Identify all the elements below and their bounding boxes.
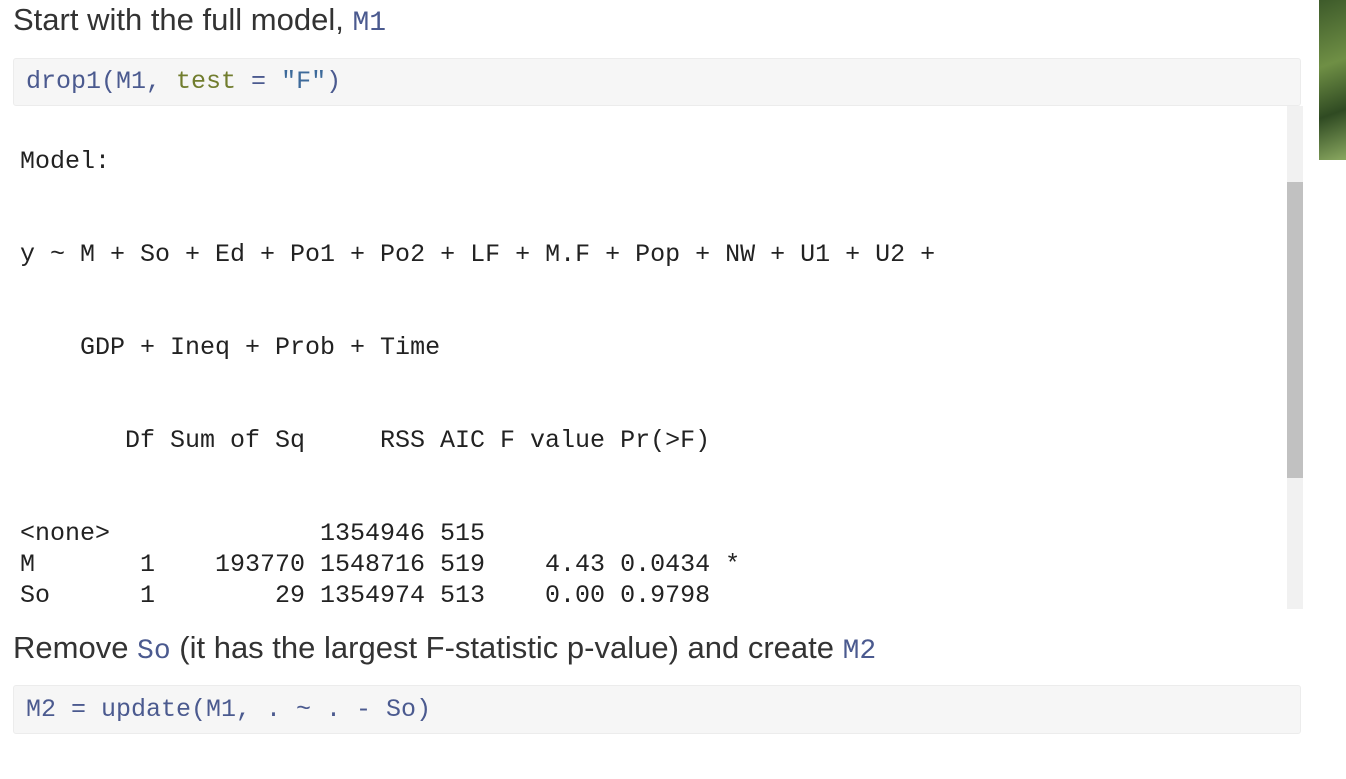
table-row: <none> 1354946 515 [20, 518, 935, 549]
cell: 1 [140, 581, 156, 609]
paragraph-text: Remove [13, 630, 138, 665]
row-label: So [20, 581, 51, 609]
cell: 29 [275, 581, 306, 609]
side-image [1319, 0, 1346, 160]
inline-code: M1 [352, 8, 387, 39]
cell: 519 [440, 550, 486, 579]
cell: 513 [440, 581, 486, 609]
cell: 193770 [215, 550, 306, 579]
table-row: So 1 29 1354974 513 0.00 0.9798 [20, 580, 935, 609]
cell [155, 518, 305, 549]
cell: 1354974 [320, 581, 426, 609]
cell: * [725, 550, 741, 579]
output-text: Model: y ~ M + So + Ed + Po1 + Po2 + LF … [20, 106, 935, 609]
code-token: ) [326, 67, 342, 96]
paragraph: Remove So (it has the largest F-statisti… [13, 628, 876, 672]
inline-code: M2 [842, 636, 877, 667]
heading: Start with the full model, M1 [13, 0, 386, 44]
col-header: AIC [440, 426, 486, 455]
scrollbar-thumb[interactable] [1287, 182, 1303, 478]
col-header: Df [125, 426, 156, 455]
code-block: drop1(M1, test = "F") [13, 58, 1301, 106]
cell [605, 518, 710, 549]
formula-line: GDP + Ineq + Prob + Time [20, 333, 441, 362]
cell: 515 [440, 519, 486, 548]
col-header: Sum of Sq [170, 426, 306, 455]
code-token: test [176, 67, 237, 96]
cell [485, 518, 605, 549]
heading-text: Start with the full model, [13, 2, 353, 37]
cell: 1548716 [320, 550, 426, 579]
inline-code: So [137, 636, 171, 667]
row-label: M [20, 550, 36, 579]
cell: 1354946 [320, 519, 426, 548]
output-panel[interactable]: Model: y ~ M + So + Ed + Po1 + Po2 + LF … [13, 106, 1303, 609]
table-header: Df Sum of Sq RSS AIC F value Pr(>F) [20, 425, 935, 456]
cell [125, 518, 155, 549]
paragraph-text: (it has the largest F-statistic p-value)… [170, 630, 843, 665]
row-label: <none> [20, 519, 111, 548]
code-token: = [236, 67, 282, 96]
code-block: M2 = update(M1, . ~ . - So) [13, 685, 1301, 734]
code-token: drop1(M1, [26, 67, 177, 96]
col-header: F value [500, 426, 606, 455]
table-row: M 1 193770 1548716 519 4.43 0.0434 * [20, 549, 935, 580]
code-token: "F" [281, 67, 327, 96]
cell: 0.9798 [620, 581, 711, 609]
formula-line: y ~ M + So + Ed + Po1 + Po2 + LF + M.F +… [20, 240, 936, 269]
cell: 0.00 [545, 581, 606, 609]
cell: 1 [140, 550, 156, 579]
cell: 0.0434 [620, 550, 711, 579]
cell: 4.43 [545, 550, 606, 579]
model-label: Model: [20, 147, 111, 176]
col-header: RSS [380, 426, 426, 455]
col-header: Pr(>F) [620, 426, 711, 455]
